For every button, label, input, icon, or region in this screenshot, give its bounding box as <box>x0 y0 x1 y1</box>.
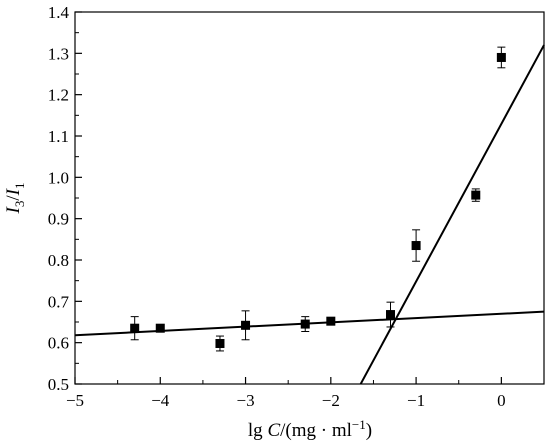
error-bars <box>130 46 506 352</box>
y-tick-label: 1.2 <box>48 86 69 105</box>
data-point <box>215 338 225 348</box>
data-point <box>300 319 310 329</box>
y-tick-label: 1.1 <box>48 127 69 146</box>
x-tick-label: −3 <box>236 391 254 410</box>
x-tick-label: −4 <box>151 391 170 410</box>
x-axis-title: lg C/(mg · ml−1) <box>248 417 372 441</box>
y-tick-label: 1.3 <box>48 44 69 63</box>
y-tick-label: 0.8 <box>48 251 69 270</box>
x-tick-label: 0 <box>497 391 506 410</box>
y-tick-label: 1.0 <box>48 168 69 187</box>
x-tick-label: −2 <box>322 391 340 410</box>
y-tick-label: 0.7 <box>48 292 70 311</box>
fit-line-2 <box>359 44 545 385</box>
data-point <box>471 190 481 200</box>
y-tick-label: 0.6 <box>48 334 69 353</box>
data-point <box>411 241 421 251</box>
y-axis-ticks: 0.5 0.6 0.7 0.8 0.9 1.0 1.1 1.2 1.3 1.4 <box>48 3 82 394</box>
data-point <box>241 320 251 330</box>
data-point <box>386 310 396 320</box>
data-point <box>326 316 336 326</box>
x-axis-ticks: −5 −4 −3 −2 −1 0 <box>66 377 545 410</box>
x-tick-label: −5 <box>66 391 84 410</box>
x-tick-label: −1 <box>407 391 425 410</box>
data-point <box>130 323 140 333</box>
y-axis-title: I3/I1 <box>3 183 27 215</box>
y-tick-label: 0.5 <box>48 375 69 394</box>
data-point <box>496 52 506 62</box>
data-markers <box>130 52 506 348</box>
y-tick-label: 0.9 <box>48 210 69 229</box>
y-tick-label: 1.4 <box>48 3 70 22</box>
fit-lines <box>74 44 545 385</box>
data-point <box>155 323 165 333</box>
